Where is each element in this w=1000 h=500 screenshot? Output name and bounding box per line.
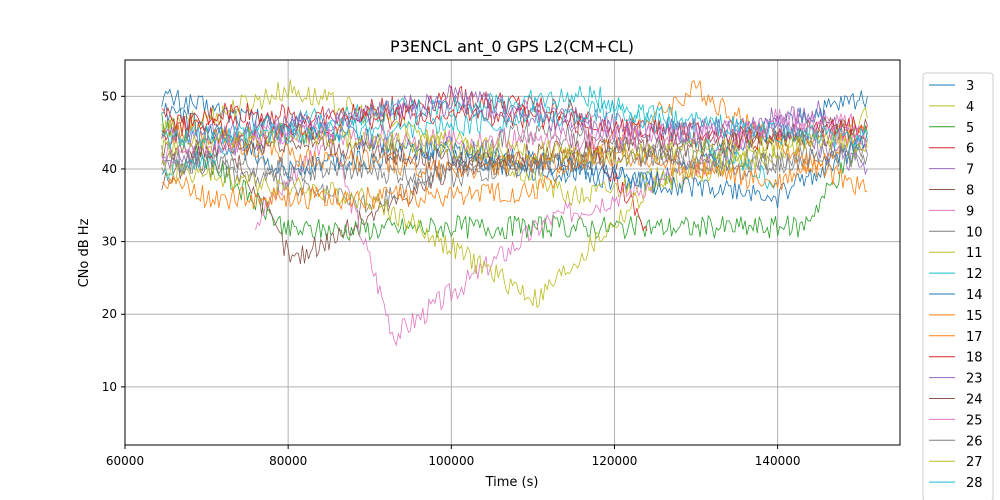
legend-label: 3 bbox=[966, 79, 974, 94]
legend-label: 4 bbox=[966, 100, 974, 115]
series-line-28 bbox=[161, 99, 868, 150]
legend-label: 8 bbox=[966, 184, 974, 199]
x-tick-label: 140000 bbox=[755, 454, 801, 468]
legend-label: 27 bbox=[966, 455, 983, 470]
series-line-18 bbox=[161, 103, 868, 151]
legend-label: 7 bbox=[966, 163, 974, 178]
y-tick-label: 20 bbox=[102, 307, 117, 321]
legend-label: 12 bbox=[966, 267, 983, 282]
series-line-11 bbox=[161, 146, 778, 309]
legend-label: 6 bbox=[966, 142, 974, 157]
series-line-27 bbox=[161, 123, 868, 166]
x-axis: 60000 80000 100000 120000 140000 bbox=[106, 445, 801, 468]
x-tick-label: 100000 bbox=[428, 454, 474, 468]
y-tick-label: 10 bbox=[102, 380, 117, 394]
series-line-9 bbox=[255, 108, 860, 347]
legend-label: 28 bbox=[966, 476, 983, 491]
series-line-7 bbox=[161, 83, 868, 169]
legend-label: 17 bbox=[966, 330, 983, 345]
legend-label: 11 bbox=[966, 246, 983, 261]
legend-label: 15 bbox=[966, 309, 983, 324]
y-tick-label: 50 bbox=[102, 89, 117, 103]
x-tick-label: 60000 bbox=[106, 454, 144, 468]
series-line-6 bbox=[161, 85, 648, 232]
plot-area bbox=[161, 79, 868, 347]
y-axis: 10 20 30 40 50 bbox=[102, 89, 125, 394]
y-tick-label: 40 bbox=[102, 162, 117, 176]
legend-label: 25 bbox=[966, 413, 983, 428]
chart-title: P3ENCL ant_0 GPS L2(CM+CL) bbox=[390, 37, 634, 57]
series-line-4 bbox=[161, 79, 868, 207]
legend-label: 9 bbox=[966, 204, 974, 219]
legend-label: 10 bbox=[966, 225, 983, 240]
x-tick-label: 120000 bbox=[592, 454, 638, 468]
legend-box bbox=[922, 72, 994, 500]
legend-label: 26 bbox=[966, 434, 983, 449]
legend-label: 24 bbox=[966, 393, 983, 408]
legend-label: 18 bbox=[966, 351, 983, 366]
legend: 3 4 5 6 7 8 9 10 11 12 14 15 17 18 23 24 25 26 27 28 bbox=[922, 72, 994, 500]
plot-frame bbox=[124, 59, 901, 446]
series-line-26 bbox=[161, 142, 868, 188]
legend-label: 5 bbox=[966, 121, 974, 136]
legend-label: 23 bbox=[966, 372, 983, 387]
y-tick-label: 30 bbox=[102, 235, 117, 249]
y-axis-label: CNo dB Hz bbox=[77, 218, 92, 287]
series-line-17 bbox=[161, 115, 868, 191]
series-line-5 bbox=[161, 112, 868, 242]
legend-label: 14 bbox=[966, 288, 983, 303]
x-tick-label: 80000 bbox=[269, 454, 307, 468]
x-axis-label: Time (s) bbox=[485, 475, 539, 490]
